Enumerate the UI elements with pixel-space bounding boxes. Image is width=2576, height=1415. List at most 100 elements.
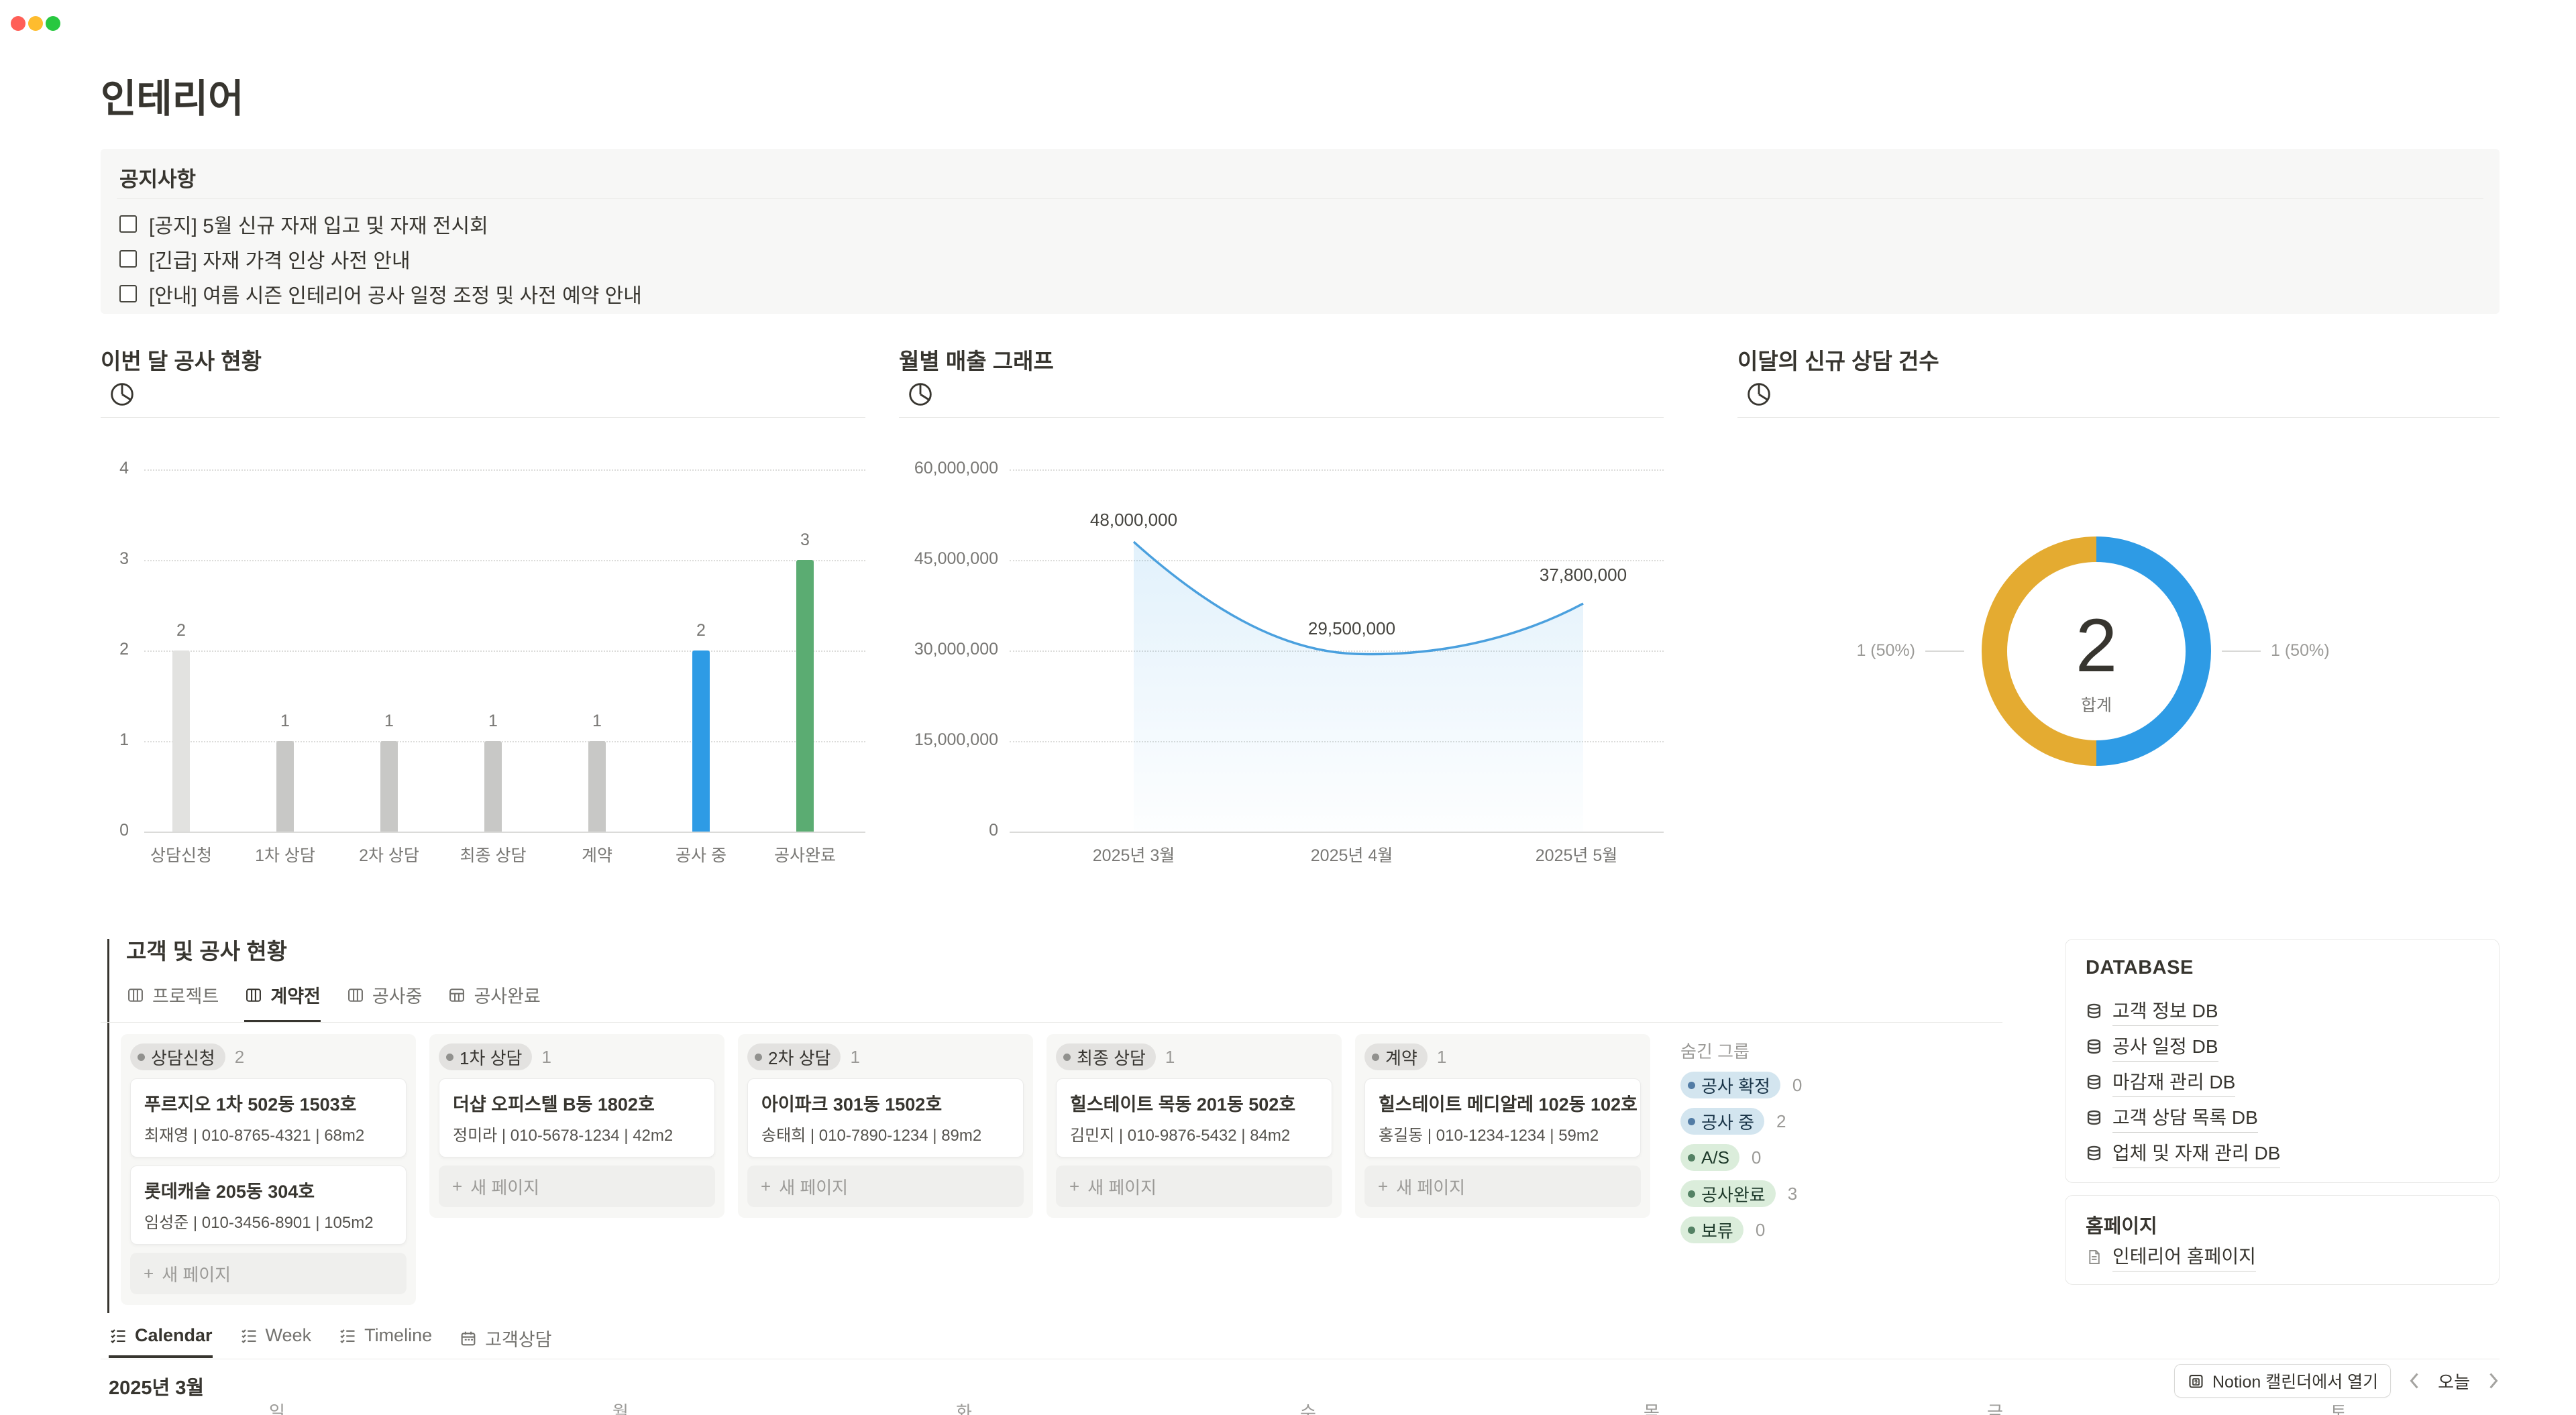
status-label: 공사완료 bbox=[1701, 1184, 1766, 1205]
tab-공사중[interactable]: 공사중 bbox=[346, 982, 422, 1020]
new-page-button[interactable]: + 새 페이지 bbox=[1056, 1166, 1332, 1207]
column-header[interactable]: 최종 상담 1 bbox=[1056, 1043, 1175, 1070]
kanban-card[interactable]: 아이파크 301동 1502호 송태희 | 010-7890-1234 | 89… bbox=[747, 1078, 1024, 1157]
pie-chart-type-icon bbox=[109, 381, 136, 411]
plus-icon: + bbox=[761, 1176, 771, 1196]
db-link-업체자재관리[interactable]: 업체 및 자재 관리 DB bbox=[2085, 1139, 2281, 1168]
db-link-고객정보[interactable]: 고객 정보 DB bbox=[2085, 997, 2218, 1026]
status-dot bbox=[138, 1053, 145, 1061]
db-link-label: 고객 상담 목록 DB bbox=[2112, 1103, 2258, 1133]
new-page-button[interactable]: + 새 페이지 bbox=[130, 1253, 407, 1294]
gridline bbox=[1010, 469, 1664, 471]
status-badge: 1차 상담 bbox=[439, 1043, 533, 1070]
hidden-group-row[interactable]: 공사 중 2 bbox=[1680, 1108, 1786, 1135]
weekday-header: 토 bbox=[2330, 1402, 2347, 1415]
card-title: 힐스테이트 메디알레 102동 102호 bbox=[1379, 1094, 1638, 1115]
tab-label: 고객상담 bbox=[485, 1330, 552, 1350]
kanban-card[interactable]: 힐스테이트 메디알레 102동 102호 홍길동 | 010-1234-1234… bbox=[1364, 1078, 1641, 1157]
calendar-icon bbox=[461, 1331, 476, 1345]
notices-card: 공지사항 [공지] 5월 신규 자재 입고 및 자재 전시회 [긴급] 자재 가… bbox=[101, 149, 2500, 314]
group-count: 0 bbox=[1755, 1219, 1766, 1240]
todo-checkbox[interactable] bbox=[119, 285, 137, 302]
homepage-link-label: 인테리어 홈페이지 bbox=[2112, 1242, 2256, 1271]
today-button[interactable]: 오늘 bbox=[2438, 1371, 2470, 1392]
notice-text: [긴급] 자재 가격 인상 사전 안내 bbox=[149, 250, 411, 272]
column-header[interactable]: 계약 1 bbox=[1364, 1043, 1446, 1070]
hidden-group-row[interactable]: 보류 0 bbox=[1680, 1216, 1765, 1243]
status-dot bbox=[1688, 1153, 1695, 1162]
column-header[interactable]: 2차 상담 1 bbox=[747, 1043, 860, 1070]
group-count: 3 bbox=[1787, 1183, 1798, 1204]
status-badge: 계약 bbox=[1364, 1043, 1428, 1070]
status-label: 1차 상담 bbox=[460, 1048, 523, 1068]
column-header[interactable]: 상담신청 2 bbox=[130, 1043, 244, 1070]
tab-label: 프로젝트 bbox=[152, 986, 219, 1007]
tab-calendar[interactable]: Calendar bbox=[109, 1325, 213, 1358]
window-zoom-button[interactable] bbox=[46, 16, 60, 31]
chevron-left-icon[interactable] bbox=[2408, 1371, 2420, 1391]
tab-고객상담[interactable]: 고객상담 bbox=[459, 1325, 551, 1361]
notice-todo-row: [긴급] 자재 가격 인상 사전 안내 bbox=[119, 244, 411, 274]
db-link-고객상담목록[interactable]: 고객 상담 목록 DB bbox=[2085, 1103, 2258, 1133]
chart-divider bbox=[1737, 417, 2500, 418]
new-page-label: 새 페이지 bbox=[162, 1264, 231, 1285]
column-header[interactable]: 1차 상담 1 bbox=[439, 1043, 551, 1070]
status-label: 최종 상담 bbox=[1077, 1048, 1146, 1068]
board-view-tabs: 프로젝트 계약전 공사중 공사완료 bbox=[126, 982, 541, 1023]
open-in-notion-calendar-button[interactable]: 9 Notion 캘린더에서 열기 bbox=[2174, 1364, 2392, 1398]
tab-계약전[interactable]: 계약전 bbox=[244, 982, 321, 1023]
plus-icon: + bbox=[1069, 1176, 1080, 1196]
tab-공사완료[interactable]: 공사완료 bbox=[447, 982, 541, 1020]
database-icon bbox=[2087, 1039, 2101, 1054]
db-link-공사일정[interactable]: 공사 일정 DB bbox=[2085, 1032, 2218, 1062]
bar-value: 2 bbox=[696, 621, 706, 640]
weekday-header: 월 bbox=[612, 1402, 629, 1415]
x-axis-line bbox=[1010, 832, 1664, 833]
x-tick: 최종 상담 bbox=[460, 846, 527, 865]
db-link-마감재관리[interactable]: 마감재 관리 DB bbox=[2085, 1068, 2236, 1097]
hidden-group-row[interactable]: A/S 0 bbox=[1680, 1144, 1761, 1171]
window-close-button[interactable] bbox=[11, 16, 25, 31]
y-tick: 1 bbox=[119, 730, 129, 749]
window-minimize-button[interactable] bbox=[28, 16, 43, 31]
kanban-card[interactable]: 더샵 오피스텔 B동 1802호 정미라 | 010-5678-1234 | 4… bbox=[439, 1078, 715, 1157]
kanban-card[interactable]: 힐스테이트 목동 201동 502호 김민지 | 010-9876-5432 |… bbox=[1056, 1078, 1332, 1157]
card-meta: 송태희 | 010-7890-1234 | 89m2 bbox=[761, 1127, 982, 1145]
bar-value: 1 bbox=[384, 712, 394, 730]
weekday-header: 일 bbox=[269, 1402, 285, 1415]
x-tick: 공사 중 bbox=[676, 846, 727, 865]
new-page-button[interactable]: + 새 페이지 bbox=[1364, 1166, 1641, 1207]
tab-프로젝트[interactable]: 프로젝트 bbox=[126, 982, 219, 1020]
y-tick: 15,000,000 bbox=[914, 730, 998, 749]
kanban-card[interactable]: 푸르지오 1차 502동 1503호 최재영 | 010-8765-4321 |… bbox=[130, 1078, 407, 1157]
gridline bbox=[1010, 650, 1664, 652]
new-page-button[interactable]: + 새 페이지 bbox=[747, 1166, 1024, 1207]
open-button-label: Notion 캘린더에서 열기 bbox=[2212, 1373, 2379, 1392]
column-count: 2 bbox=[234, 1046, 245, 1067]
tab-week[interactable]: Week bbox=[239, 1325, 311, 1355]
plus-icon: + bbox=[1378, 1176, 1389, 1196]
hidden-group-row[interactable]: 공사완료 3 bbox=[1680, 1180, 1797, 1207]
todo-checkbox[interactable] bbox=[119, 250, 137, 268]
group-count: 0 bbox=[1751, 1147, 1762, 1168]
new-page-label: 새 페이지 bbox=[470, 1177, 540, 1198]
db-link-label: 마감재 관리 DB bbox=[2112, 1068, 2236, 1097]
status-dot bbox=[1063, 1053, 1071, 1061]
todo-checkbox[interactable] bbox=[119, 215, 137, 233]
tab-timeline[interactable]: Timeline bbox=[338, 1325, 432, 1355]
kanban-card[interactable]: 롯데캐슬 205동 304호 임성준 | 010-3456-8901 | 105… bbox=[130, 1166, 407, 1245]
board-title: 고객 및 공사 현황 bbox=[126, 939, 288, 964]
card-meta: 임성준 | 010-3456-8901 | 105m2 bbox=[144, 1214, 374, 1232]
homepage-link[interactable]: 인테리어 홈페이지 bbox=[2085, 1242, 2256, 1271]
bar-value: 1 bbox=[488, 712, 498, 730]
bar-value: 1 bbox=[280, 712, 290, 730]
chevron-right-icon[interactable] bbox=[2487, 1371, 2500, 1391]
board-view-icon bbox=[246, 988, 262, 1002]
new-page-button[interactable]: + 새 페이지 bbox=[439, 1166, 715, 1207]
donut-chart-title: 이달의 신규 상담 건수 bbox=[1737, 349, 1939, 374]
bar-chart-title: 이번 달 공사 현황 bbox=[101, 349, 262, 374]
bar-상담신청 bbox=[172, 650, 190, 832]
hidden-group-row[interactable]: 공사 확정 0 bbox=[1680, 1072, 1802, 1098]
bar-최종상담 bbox=[484, 741, 502, 832]
db-link-label: 업체 및 자재 관리 DB bbox=[2112, 1139, 2281, 1168]
